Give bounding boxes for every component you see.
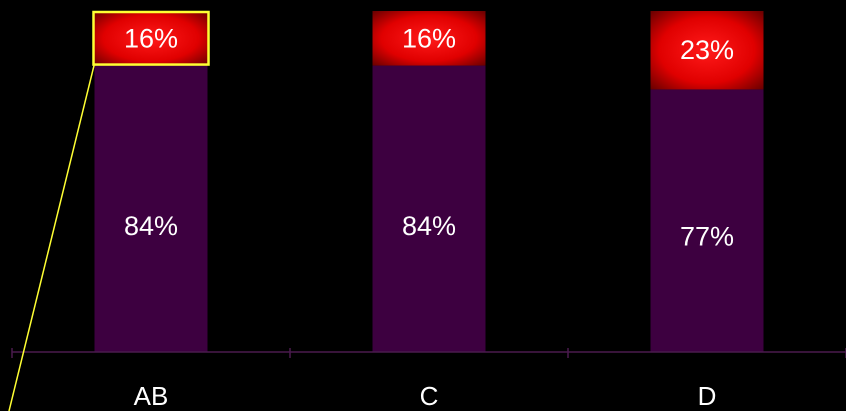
x-tick-label-c: C bbox=[420, 381, 439, 411]
bar-segment-d-series-0 bbox=[650, 89, 764, 353]
data-label-c-series-0: 84% bbox=[402, 211, 456, 241]
x-tick-label-d: D bbox=[698, 381, 717, 411]
bar-segment-ab-series-0 bbox=[94, 65, 208, 352]
data-label-ab-series-0: 84% bbox=[124, 211, 178, 241]
bars-layer: 84% 16% 84% 16% 77% 23% bbox=[94, 11, 764, 353]
bar-segment-c-series-1 bbox=[372, 11, 486, 66]
data-label-c-series-1: 16% bbox=[402, 23, 456, 53]
data-label-d-series-0: 77% bbox=[680, 221, 734, 251]
bar-segment-c-series-0 bbox=[372, 65, 486, 352]
data-label-ab-series-1: 16% bbox=[124, 23, 178, 53]
x-tick-label-ab: AB bbox=[134, 381, 169, 411]
bar-segment-ab-series-1 bbox=[94, 11, 208, 66]
annotations-layer bbox=[8, 10, 210, 411]
highlight-pointer-line bbox=[8, 63, 96, 411]
x-axis: AB C D bbox=[11, 348, 846, 411]
highlight-box bbox=[92, 10, 210, 66]
bar-segment-d-series-1 bbox=[650, 11, 764, 90]
data-label-d-series-1: 23% bbox=[680, 35, 734, 65]
